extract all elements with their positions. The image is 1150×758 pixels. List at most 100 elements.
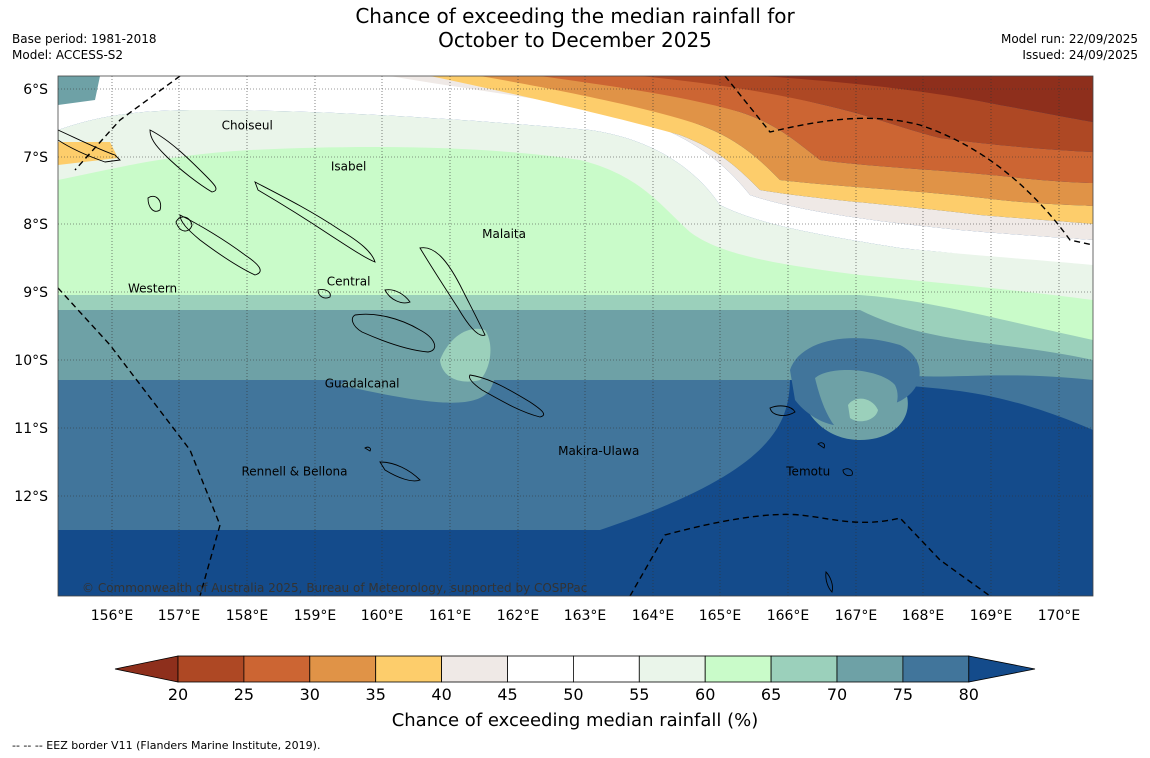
island-vanikoro [817, 442, 825, 449]
region-label: Guadalcanal [325, 376, 400, 390]
colorbar-tick-label: 45 [497, 685, 517, 704]
colorbar-ticks: 20 25 30 35 40 45 50 55 60 65 70 75 80 [168, 685, 979, 704]
island-north-vanuatu [825, 571, 833, 593]
copyright-notice: © Commonwealth of Australia 2025, Bureau… [82, 581, 587, 595]
colorbar-swatches [114, 655, 1036, 683]
lon-tick: 168°E [902, 608, 945, 624]
colorbar-bin [836, 655, 904, 683]
colorbar-tick-label: 50 [563, 685, 583, 704]
colorbar-bin [770, 655, 838, 683]
eez-footnote: -- -- -- EEZ border V11 (Flanders Marine… [12, 739, 321, 752]
lat-tick: 8°S [23, 217, 48, 233]
colorbar: 20 25 30 35 40 45 50 55 60 65 70 75 80 Chance of exc… [114, 655, 1036, 731]
region-label: Central [327, 275, 371, 289]
region-label: Choiseul [222, 119, 273, 133]
pocket-temotu-inner [848, 398, 878, 422]
island-bougainville [58, 129, 121, 163]
band-45-55 [58, 76, 1093, 265]
colorbar-tick-label: 35 [366, 685, 386, 704]
island-isabel [254, 181, 376, 263]
colorbar-tick-label: 40 [431, 685, 451, 704]
island-rennell [379, 461, 421, 482]
colorbar-bin [441, 655, 508, 683]
lon-tick: 166°E [767, 608, 810, 624]
lon-tick: 160°E [361, 608, 404, 624]
colorbar-tick-label: 75 [893, 685, 913, 704]
band-40-45 [390, 76, 1093, 240]
island-vella [147, 195, 162, 212]
islands [58, 129, 853, 593]
colorbar-bin [638, 655, 706, 683]
lat-tick: 10°S [14, 353, 48, 369]
region-label: Malaita [482, 227, 526, 241]
island-nggela [384, 289, 411, 304]
lon-tick: 158°E [226, 608, 269, 624]
island-kolombangara [175, 216, 193, 232]
base-period: Base period: 1981-2018 [12, 32, 157, 46]
colorbar-bin [243, 655, 311, 683]
region-label: Temotu [785, 464, 830, 478]
colorbar-tick-label: 60 [695, 685, 715, 704]
band-60-65 [58, 142, 1093, 340]
colorbar-tick-label: 30 [300, 685, 320, 704]
lon-tick: 161°E [429, 608, 472, 624]
lat-tick: 7°S [23, 150, 48, 166]
island-choiseul [149, 129, 217, 193]
region-label: Makira-Ulawa [558, 444, 639, 458]
model-name: Model: ACCESS-S2 [12, 48, 124, 62]
band-west-teal [58, 76, 100, 105]
colorbar-bin [507, 655, 574, 683]
colorbar-tick-label: 70 [827, 685, 847, 704]
colorbar-bin [704, 655, 772, 683]
region-label: Isabel [331, 159, 366, 173]
band-35-40 [430, 76, 1093, 224]
colorbar-extend-high [968, 655, 1036, 683]
colorbar-title: Chance of exceeding median rainfall (%) [392, 710, 759, 731]
island-guadalcanal [351, 313, 436, 353]
colorbar-extend-low [114, 655, 179, 683]
colorbar-tick-label: 55 [629, 685, 649, 704]
colorbar-bin [375, 655, 443, 683]
model-run: Model run: 22/09/2025 [1000, 32, 1138, 46]
lon-tick: 163°E [564, 608, 607, 624]
title-line-1: Chance of exceeding the median rainfall … [355, 4, 795, 28]
band-30-35 [480, 76, 1093, 206]
map-figure: © Commonwealth of Australia 2025, Bureau… [14, 75, 1094, 731]
island-makira [469, 374, 544, 418]
colorbar-tick-label: 80 [959, 685, 979, 704]
band-20-25 [640, 76, 1093, 152]
meta-right: Model run: 22/09/2025 Issued: 24/09/2025 [1001, 31, 1138, 63]
colorbar-tick-label: 65 [761, 685, 781, 704]
issued-date: Issued: 24/09/2025 [1022, 48, 1138, 62]
colorbar-tick-label: 25 [234, 685, 254, 704]
lon-tick: 157°E [158, 608, 201, 624]
colorbar-bin [902, 655, 970, 683]
lat-tick: 6°S [23, 82, 48, 98]
lon-axis: 156°E 157°E 158°E 159°E 160°E 161°E 162°… [91, 608, 1081, 624]
lon-tick: 164°E [632, 608, 675, 624]
title-line-2: October to December 2025 [438, 28, 712, 52]
colorbar-bin [309, 655, 377, 683]
map-area[interactable]: © Commonwealth of Australia 2025, Bureau… [58, 76, 1093, 596]
region-label: Rennell & Bellona [242, 464, 348, 478]
band-west-orange [58, 142, 118, 165]
island-bellona [364, 446, 371, 452]
island-santa-cruz [769, 405, 796, 416]
island-tikopia [842, 468, 853, 477]
lat-axis: 6°S 7°S 8°S 9°S 10°S 11°S 12°S [14, 82, 48, 505]
region-labels: Choiseul Isabel Malaita Western Central Guada… [128, 119, 830, 479]
pocket-guadalcanal-inner [440, 328, 491, 382]
meta-left: Base period: 1981-2018 Model: ACCESS-S2 [12, 31, 157, 63]
island-russell [317, 289, 331, 299]
map-frame [57, 75, 1094, 597]
colorbar-tick-label: 20 [168, 685, 188, 704]
lat-tick: 9°S [23, 285, 48, 301]
lat-tick: 11°S [14, 421, 48, 437]
colorbar-bin [573, 655, 640, 683]
band-25-30 [540, 76, 1093, 183]
lon-tick: 159°E [294, 608, 337, 624]
map-title: Chance of exceeding the median rainfall … [0, 4, 1150, 52]
island-malaita [419, 247, 486, 336]
lon-tick: 156°E [91, 608, 134, 624]
lon-tick: 170°E [1038, 608, 1081, 624]
